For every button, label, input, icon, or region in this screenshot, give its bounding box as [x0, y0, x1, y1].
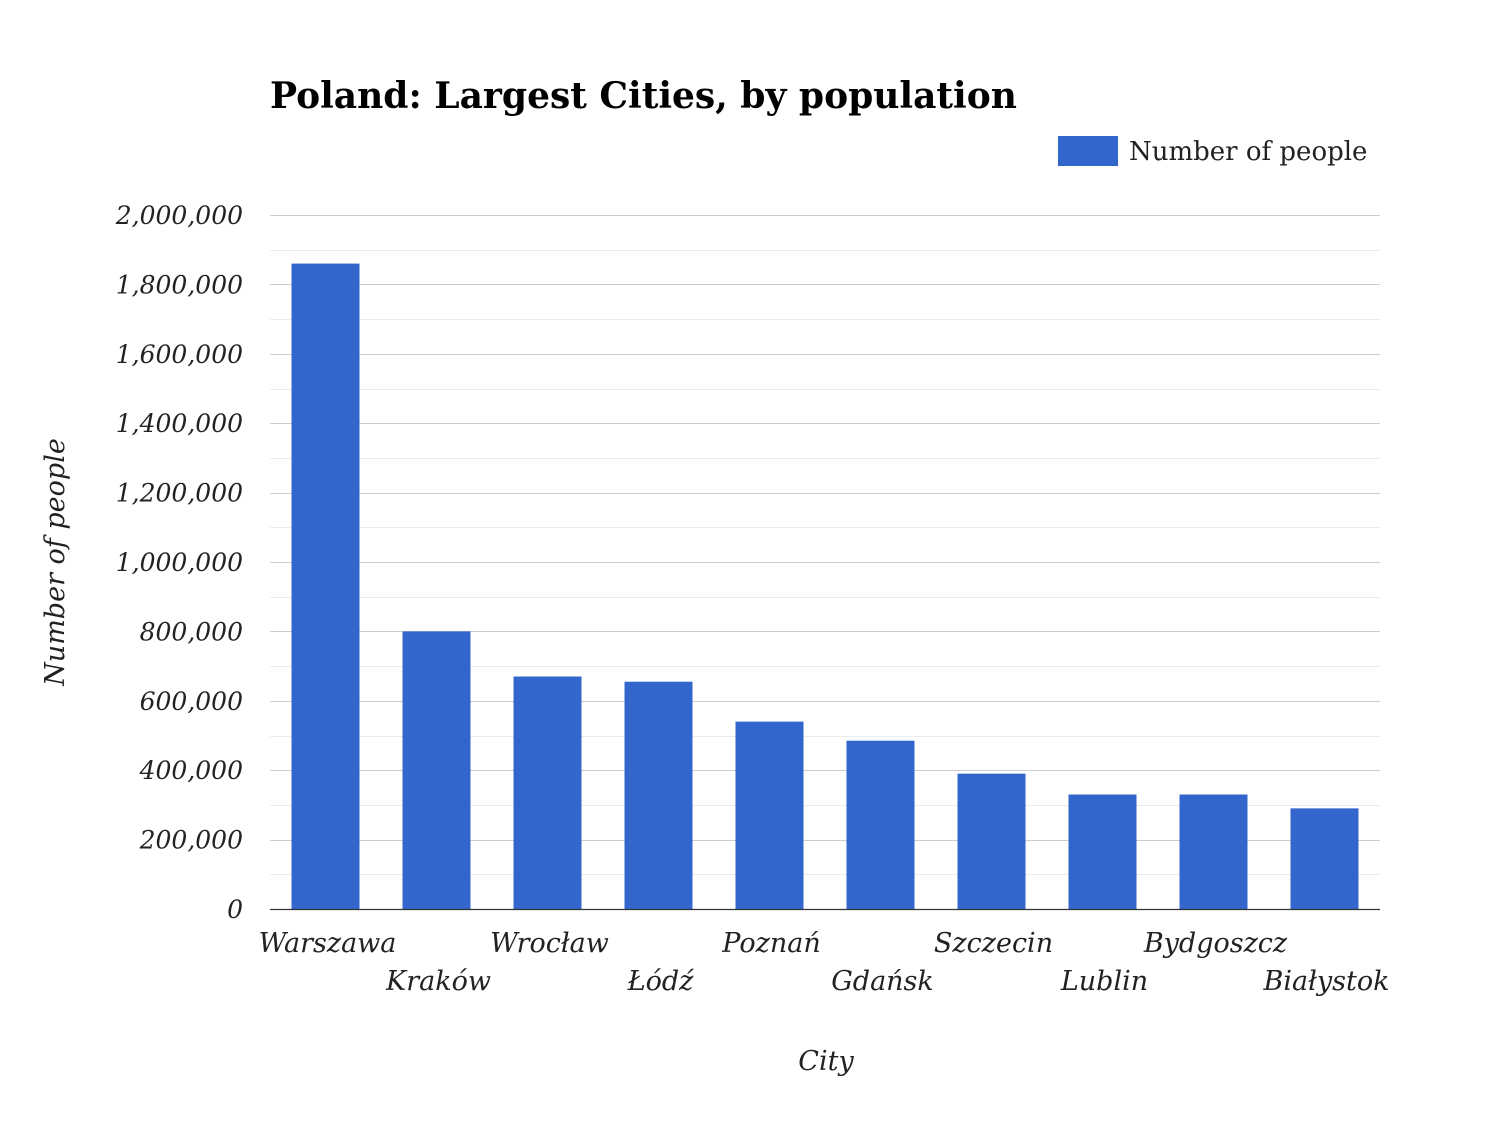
bar: [402, 631, 471, 909]
bars: [291, 263, 1359, 910]
y-tick-label: 1,200,000: [116, 479, 243, 508]
x-axis-label: City: [798, 1046, 854, 1077]
x-tick-label: Białystok: [1263, 966, 1390, 997]
y-tick-label: 1,600,000: [116, 340, 243, 369]
y-axis-label: Number of people: [40, 438, 71, 687]
legend-label: Number of people: [1129, 137, 1367, 167]
y-tick-label: 600,000: [140, 687, 243, 716]
bar: [1290, 808, 1359, 909]
x-tick-label: Warszawa: [259, 928, 397, 959]
y-tick-label: 200,000: [139, 826, 243, 855]
bar: [513, 676, 582, 909]
bar: [846, 740, 915, 909]
y-tick-label: 1,000,000: [116, 548, 243, 577]
legend-swatch: [1058, 136, 1118, 166]
y-axis-ticks: 0 200,000 400,000 600,000 800,000 1,000,000 1,…: [115, 201, 243, 924]
bar: [1068, 794, 1137, 909]
bar: [1179, 794, 1248, 909]
y-tick-label: 400,000: [139, 756, 243, 785]
x-tick-label: Bydgoszcz: [1143, 928, 1288, 959]
x-tick-label: Lublin: [1060, 966, 1148, 997]
x-tick-label: Gdańsk: [831, 966, 934, 997]
y-tick-label: 800,000: [140, 617, 243, 646]
legend: Number of people: [1058, 136, 1367, 167]
bar: [624, 681, 693, 909]
bar: [291, 263, 360, 910]
x-tick-label: Poznań: [721, 928, 820, 959]
bar: [735, 721, 804, 909]
x-tick-label: Wrocław: [490, 928, 609, 959]
y-tick-label: 1,800,000: [116, 270, 243, 299]
y-tick-label: 2,000,000: [115, 201, 243, 230]
x-tick-label: Kraków: [385, 966, 491, 997]
bar: [957, 773, 1026, 909]
y-tick-label: 1,400,000: [116, 409, 243, 438]
x-tick-label: Łódź: [627, 966, 695, 997]
x-axis-ticks: Warszawa Kraków Wrocław Łódź Poznań GdańskSzc…: [259, 928, 1390, 997]
chart-title: Poland: Largest Cities, by population: [270, 75, 1017, 117]
y-tick-label: 0: [227, 895, 243, 924]
x-tick-label: Szczecin: [934, 928, 1053, 959]
